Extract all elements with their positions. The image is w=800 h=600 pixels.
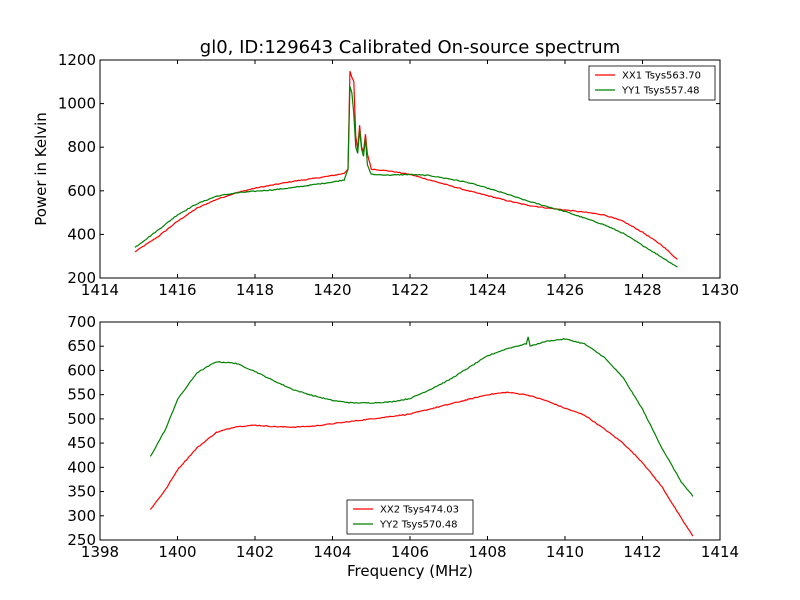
y-tick-label: 350 [67, 483, 96, 501]
legend-label-yy1-tsys557-48: YY1 Tsys557.48 [621, 86, 700, 97]
bottom-x-axis-label: Frequency (MHz) [347, 562, 473, 580]
legend: XX1 Tsys563.70 YY1 Tsys557.48 [588, 65, 716, 101]
y-tick-label: 800 [67, 138, 96, 156]
x-tick-label: 1410 [546, 543, 584, 561]
y-tick-label: 450 [67, 434, 96, 452]
x-tick-label: 1400 [158, 543, 196, 561]
x-tick-label: 1422 [391, 281, 429, 299]
series-line-xx2-tsys474-03 [149, 391, 694, 537]
x-tick-label: 1404 [313, 543, 351, 561]
x-tick-label: 1414 [701, 543, 739, 561]
x-tick-label: 1418 [236, 281, 274, 299]
chart-title: gl0, ID:129643 Calibrated On-source spec… [200, 37, 620, 58]
x-tick-label: 1426 [546, 281, 584, 299]
y-tick-label: 700 [67, 313, 96, 331]
y-tick-label: 300 [67, 507, 96, 525]
x-tick-label: 1428 [623, 281, 661, 299]
series-line-yy2-tsys570-48 [149, 336, 694, 497]
x-tick-label: 1424 [468, 281, 506, 299]
bottom-panel: Frequency (MHz) 1398 1400 1402 1404 1406 1408… [67, 313, 739, 580]
legend-box [346, 499, 474, 535]
x-tick-label: 1412 [623, 543, 661, 561]
x-tick-label: 1406 [391, 543, 429, 561]
x-tick-label: 1430 [701, 281, 739, 299]
x-tick-label: 1408 [468, 543, 506, 561]
top-y-axis-label: Power in Kelvin [32, 112, 50, 226]
legend: XX2 Tsys474.03 YY2 Tsys570.48 [346, 499, 474, 535]
y-tick-label: 1000 [58, 95, 96, 113]
legend-label-xx1-tsys563-70: XX1 Tsys563.70 [622, 71, 701, 82]
x-tick-label: 1416 [158, 281, 196, 299]
legend-box [588, 65, 716, 101]
y-tick-label: 1200 [58, 51, 96, 69]
y-tick-label: 400 [67, 225, 96, 243]
y-tick-label: 600 [67, 182, 96, 200]
y-tick-label: 650 [67, 337, 96, 355]
y-tick-label: 200 [67, 269, 96, 287]
top-panel: Power in Kelvin 1414 1416 1418 1420 1422 1424… [32, 51, 739, 299]
legend-label-xx2-tsys474-03: XX2 Tsys474.03 [380, 505, 459, 516]
series-line-yy1-tsys557-48 [134, 86, 678, 268]
x-tick-label: 1398 [81, 543, 119, 561]
y-tick-label: 250 [67, 531, 96, 549]
y-tick-label: 550 [67, 386, 96, 404]
y-tick-label: 500 [67, 410, 96, 428]
y-tick-label: 400 [67, 458, 96, 476]
x-tick-label: 1414 [81, 281, 119, 299]
x-tick-label: 1402 [236, 543, 274, 561]
x-tick-label: 1420 [313, 281, 351, 299]
legend-label-yy2-tsys570-48: YY2 Tsys570.48 [379, 520, 458, 531]
y-tick-label: 600 [67, 361, 96, 379]
